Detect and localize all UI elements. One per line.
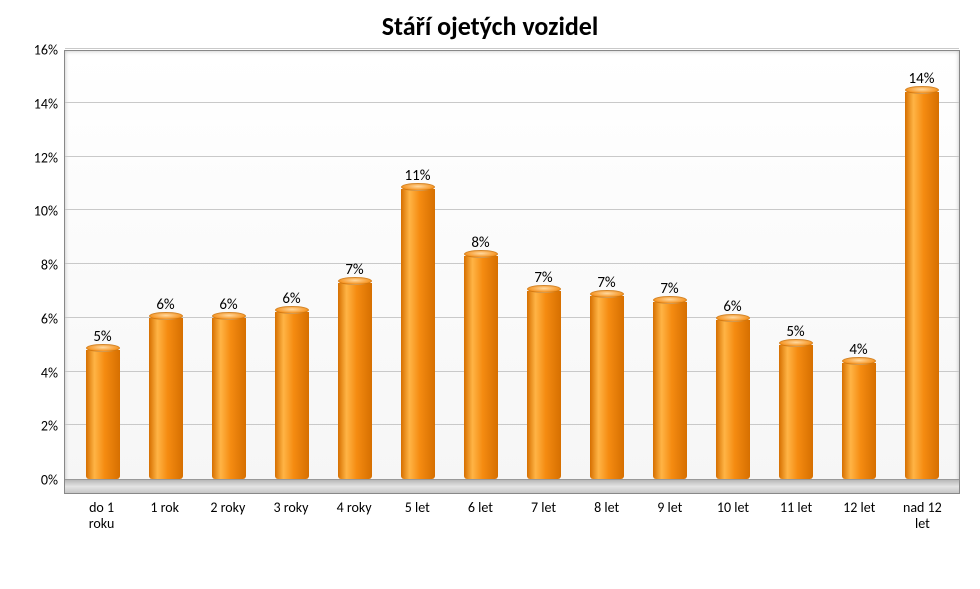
bar-slot: 6%: [197, 51, 260, 479]
y-tick-label: 16%: [34, 42, 58, 59]
bar-body: [527, 291, 561, 479]
x-tick-label: 3 roky: [259, 500, 322, 532]
bar-top: [401, 183, 435, 191]
y-tick-label: 6%: [41, 310, 58, 327]
bar-body: [716, 320, 750, 479]
bar: [653, 302, 687, 479]
bar-slot: 6%: [260, 51, 323, 479]
bar-top: [212, 312, 246, 320]
x-tick-label: 5 let: [386, 500, 449, 532]
plot-wrap: 0%2%4%6%8%10%12%14%16% 5%6%6%6%7%11%8%7%…: [20, 50, 960, 570]
bar-top: [149, 312, 183, 320]
bar-body: [590, 296, 624, 479]
y-axis: 0%2%4%6%8%10%12%14%16%: [20, 50, 64, 494]
x-tick-label: 7 let: [512, 500, 575, 532]
x-tick-label: 11 let: [765, 500, 828, 532]
bar: [401, 189, 435, 479]
bar-slot: 5%: [764, 51, 827, 479]
bars-group: 5%6%6%6%7%11%8%7%7%7%6%5%4%14%: [65, 51, 959, 479]
y-tick-label: 4%: [41, 364, 58, 381]
bar-body: [464, 256, 498, 479]
x-tick-label: 10 let: [701, 500, 764, 532]
plot-area: 5%6%6%6%7%11%8%7%7%7%6%5%4%14%: [64, 50, 960, 494]
bar-body: [905, 92, 939, 479]
x-axis: do 1 roku1 rok2 roky3 roky4 roky5 let6 l…: [64, 494, 960, 532]
data-label: 5%: [786, 323, 804, 341]
bar-slot: 5%: [71, 51, 134, 479]
bar-slot: 6%: [134, 51, 197, 479]
bar-body: [653, 302, 687, 479]
bar: [779, 345, 813, 479]
y-tick-label: 2%: [41, 418, 58, 435]
bar-slot: 8%: [449, 51, 512, 479]
bar-body: [338, 283, 372, 479]
y-tick-label: 8%: [41, 257, 58, 274]
y-tick-label: 14%: [34, 95, 58, 112]
x-tick-label: do 1 roku: [70, 500, 133, 532]
x-tick-label: 1 rok: [133, 500, 196, 532]
bar: [464, 256, 498, 479]
bar: [590, 296, 624, 479]
chart-floor: [65, 479, 959, 493]
bar-slot: 7%: [323, 51, 386, 479]
bar-top: [86, 344, 120, 352]
x-tick-label: 12 let: [828, 500, 891, 532]
bar-slot: 7%: [575, 51, 638, 479]
data-label: 7%: [660, 280, 678, 298]
x-tick-label: 2 roky: [196, 500, 259, 532]
chart-container: Stáří ojetých vozidel 0%2%4%6%8%10%12%14…: [0, 0, 980, 589]
bar-slot: 6%: [701, 51, 764, 479]
bar-slot: 4%: [827, 51, 890, 479]
bar-slot: 7%: [512, 51, 575, 479]
y-tick-label: 0%: [41, 472, 58, 489]
bar-body: [86, 350, 120, 479]
bar-top: [779, 339, 813, 347]
y-tick-label: 12%: [34, 149, 58, 166]
y-tick-label: 10%: [34, 203, 58, 220]
bar-body: [212, 318, 246, 479]
bar: [905, 92, 939, 479]
x-tick-label: 8 let: [575, 500, 638, 532]
bar: [842, 363, 876, 479]
bar-slot: 14%: [890, 51, 953, 479]
bar-top: [527, 285, 561, 293]
bar-body: [275, 312, 309, 479]
bar: [527, 291, 561, 479]
x-tick-label: 4 roky: [323, 500, 386, 532]
grid-line: [65, 48, 959, 49]
chart-title: Stáří ojetých vozidel: [20, 10, 960, 42]
bar: [212, 318, 246, 479]
bar-slot: 11%: [386, 51, 449, 479]
bar-top: [905, 86, 939, 94]
x-tick-label: nad 12 let: [891, 500, 954, 532]
x-tick-label: 6 let: [449, 500, 512, 532]
bar-body: [401, 189, 435, 479]
bar: [86, 350, 120, 479]
bar-body: [842, 363, 876, 479]
bar-top: [338, 277, 372, 285]
bar: [275, 312, 309, 479]
bar-top: [653, 296, 687, 304]
bar: [716, 320, 750, 479]
bar-slot: 7%: [638, 51, 701, 479]
bar-body: [149, 318, 183, 479]
bar: [338, 283, 372, 479]
bar-top: [464, 250, 498, 258]
bar: [149, 318, 183, 479]
bar-body: [779, 345, 813, 479]
x-tick-label: 9 let: [638, 500, 701, 532]
